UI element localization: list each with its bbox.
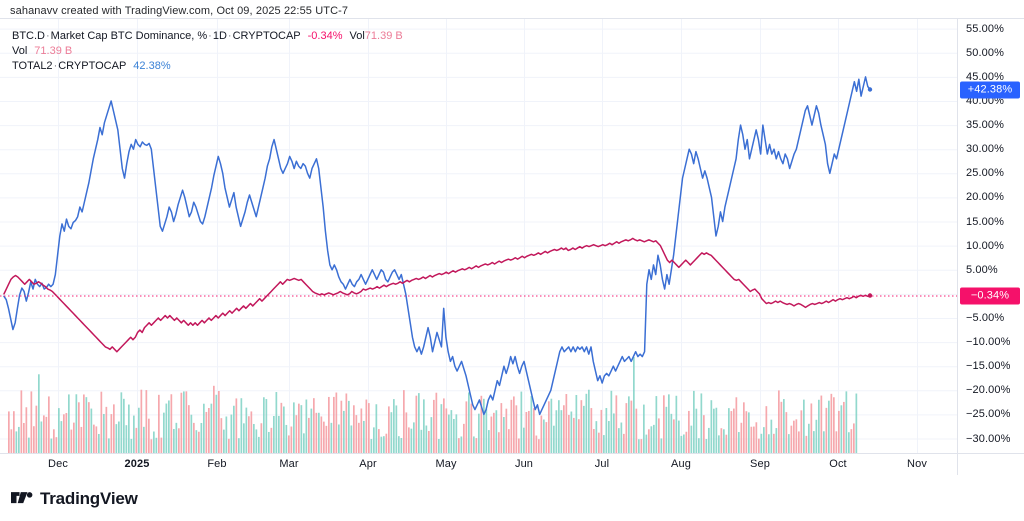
last-point-btcd — [867, 293, 873, 298]
price-axis-tick: 30.00% — [966, 143, 1004, 156]
price-badge-btcd[interactable]: −0.34% — [960, 287, 1020, 304]
time-axis-tick: Dec — [48, 458, 68, 470]
price-axis-tick: 45.00% — [966, 70, 1004, 83]
price-axis-tick: 55.00% — [966, 22, 1004, 35]
tradingview-logo-text: TradingView — [40, 489, 138, 508]
time-axis-labels: Dec 2025 Feb Mar Apr May Jun Jul Aug Sep Oct Nov — [0, 454, 958, 475]
price-axis-tick: 35.00% — [966, 119, 1004, 132]
price-axis-tick: −5.00% — [966, 311, 1005, 324]
price-axis-tick: 20.00% — [966, 191, 1004, 204]
time-axis-tick: 2025 — [124, 458, 150, 470]
time-axis-tick: Oct — [829, 458, 847, 470]
price-axis-tick: 5.00% — [966, 263, 998, 276]
price-axis-tick: −30.00% — [966, 432, 1011, 445]
chart-frame: 55.00% 50.00% 45.00% 40.00% 35.00% 30.00% 25.0… — [0, 18, 1024, 475]
time-axis-tick: Sep — [750, 458, 770, 470]
price-axis-tick: −15.00% — [966, 360, 1011, 373]
volume-bars — [8, 357, 858, 453]
price-axis-tick: −10.00% — [966, 336, 1011, 349]
price-axis-tick: 10.00% — [966, 239, 1004, 252]
price-axis-tick: −20.00% — [966, 384, 1011, 397]
price-badge-total2[interactable]: +42.38% — [960, 81, 1020, 98]
series-line-btcd — [3, 237, 871, 353]
price-axis[interactable]: 55.00% 50.00% 45.00% 40.00% 35.00% 30.00% 25.0… — [958, 19, 1024, 453]
price-axis-tick: 50.00% — [966, 46, 1004, 59]
chart-plot-area[interactable] — [0, 19, 958, 453]
time-axis-tick: May — [435, 458, 457, 470]
series-line-total2 — [3, 76, 871, 416]
time-axis-tick: Mar — [279, 458, 299, 470]
price-axis-tick: −25.00% — [966, 408, 1011, 421]
time-axis[interactable]: Dec 2025 Feb Mar Apr May Jun Jul Aug Sep Oct Nov — [0, 453, 1024, 475]
time-axis-tick: Feb — [207, 458, 227, 470]
time-axis-tick: Aug — [671, 458, 691, 470]
price-axis-tick: 15.00% — [966, 215, 1004, 228]
chart-series-layer — [0, 76, 957, 453]
time-axis-tick: Apr — [359, 458, 377, 470]
tradingview-logo[interactable]: TradingView — [11, 489, 138, 509]
time-axis-tick: Nov — [907, 458, 927, 470]
time-axis-tick: Jul — [594, 458, 610, 470]
attribution-text: sahanavv created with TradingView.com, O… — [10, 5, 349, 17]
time-axis-tick: Jun — [514, 458, 534, 470]
tradingview-logo-icon — [11, 491, 33, 503]
last-point-total2 — [867, 87, 873, 92]
price-axis-tick: 25.00% — [966, 167, 1004, 180]
